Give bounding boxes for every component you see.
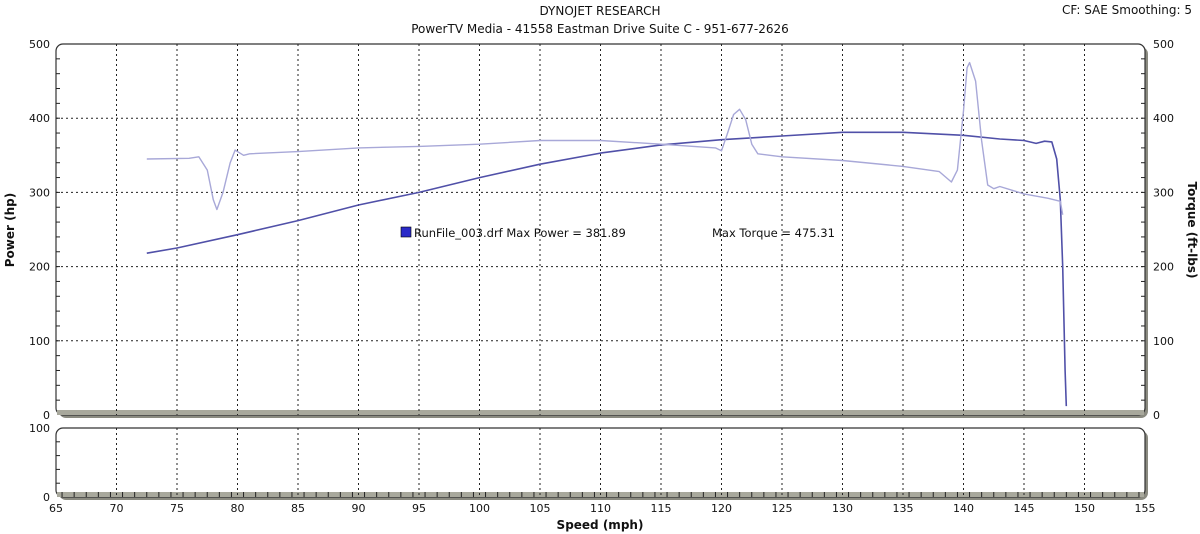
- y2-tick-label: 200: [1153, 261, 1174, 274]
- x-axis-label: Speed (mph): [557, 518, 644, 532]
- y-tick-label: 400: [29, 112, 50, 125]
- x-tick-label: 100: [469, 502, 490, 515]
- y2-tick-label: 0: [1153, 409, 1160, 422]
- chart-title: DYNOJET RESEARCH: [539, 4, 661, 18]
- x-tick-label: 125: [772, 502, 793, 515]
- x-tick-label: 95: [412, 502, 426, 515]
- x-tick-label: 145: [1014, 502, 1035, 515]
- legend-torque-label: Max Torque = 475.31: [712, 226, 835, 240]
- x-tick-label: 85: [291, 502, 305, 515]
- x-tick-label: 115: [651, 502, 672, 515]
- x-tick-label: 150: [1074, 502, 1095, 515]
- y-tick-label: 0: [43, 409, 50, 422]
- settings-label: CF: SAE Smoothing: 5: [1061, 3, 1192, 17]
- lower-y-tick-label: 100: [29, 422, 50, 435]
- lower-y-tick-label: 0: [43, 491, 50, 504]
- y-axis-label: Power (hp): [3, 193, 17, 267]
- x-tick-label: 80: [231, 502, 245, 515]
- legend-label: RunFile_003.drf Max Power = 381.89: [414, 226, 626, 240]
- y2-tick-label: 500: [1153, 38, 1174, 51]
- x-tick-label: 130: [832, 502, 853, 515]
- main-plot-frame-base: [57, 410, 1144, 415]
- y-tick-label: 200: [29, 261, 50, 274]
- x-tick-label: 105: [530, 502, 551, 515]
- x-tick-label: 135: [893, 502, 914, 515]
- x-tick-label: 75: [170, 502, 184, 515]
- y-tick-label: 300: [29, 186, 50, 199]
- x-tick-label: 120: [711, 502, 732, 515]
- x-tick-label: 90: [352, 502, 366, 515]
- y-tick-label: 500: [29, 38, 50, 51]
- y2-tick-label: 400: [1153, 112, 1174, 125]
- x-tick-label: 155: [1135, 502, 1156, 515]
- y2-tick-label: 300: [1153, 186, 1174, 199]
- y2-axis-label: Torque (ft-lbs): [1185, 182, 1199, 279]
- power-line: [146, 131, 1068, 407]
- legend-swatch: [400, 226, 412, 238]
- y2-tick-label: 100: [1153, 335, 1174, 348]
- x-tick-label: 110: [590, 502, 611, 515]
- y-tick-label: 100: [29, 335, 50, 348]
- x-tick-label: 65: [49, 502, 63, 515]
- x-tick-label: 140: [953, 502, 974, 515]
- torque-line: [146, 61, 1064, 215]
- x-tick-label: 70: [110, 502, 124, 515]
- chart-subtitle: PowerTV Media - 41558 Eastman Drive Suit…: [411, 22, 789, 36]
